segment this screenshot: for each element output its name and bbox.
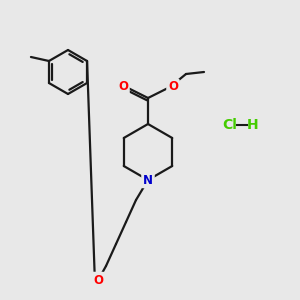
Text: Cl: Cl <box>223 118 237 132</box>
Text: O: O <box>168 80 178 94</box>
Text: O: O <box>118 80 128 94</box>
Text: H: H <box>247 118 259 132</box>
Text: N: N <box>143 173 153 187</box>
Text: O: O <box>93 274 103 286</box>
